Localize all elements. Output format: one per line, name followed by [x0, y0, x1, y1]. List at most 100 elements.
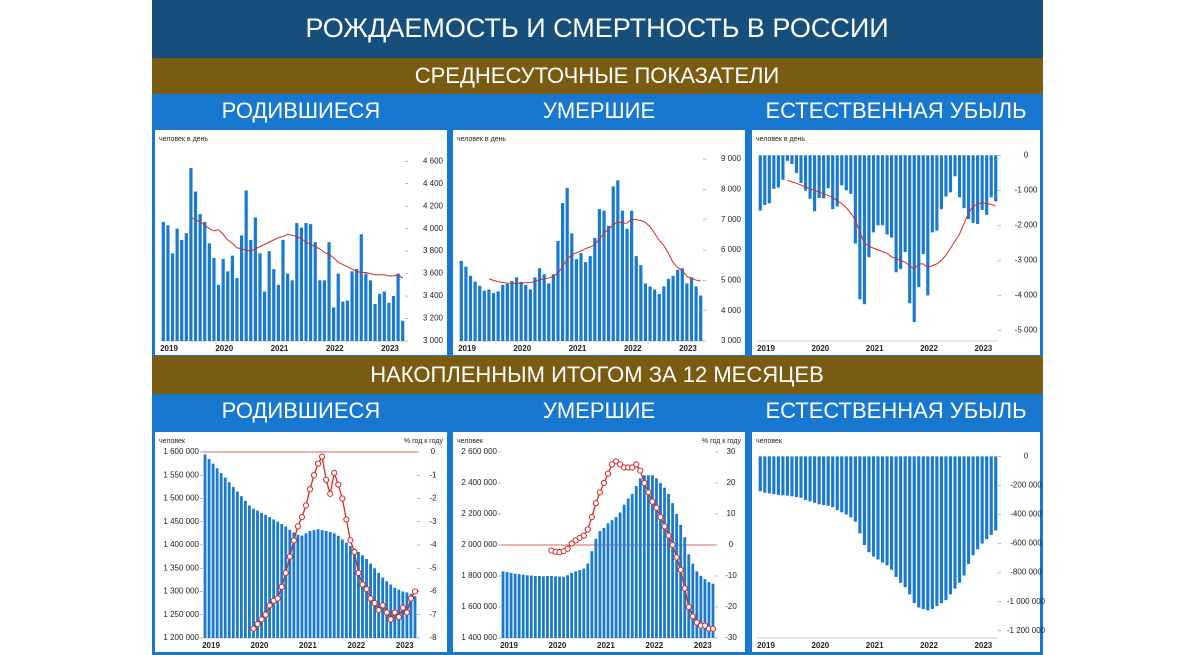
bar — [671, 275, 675, 341]
y2-tick-label: -1 — [429, 470, 437, 479]
marker — [310, 472, 318, 479]
bar — [365, 558, 368, 638]
marker — [584, 526, 591, 533]
bar — [976, 456, 980, 550]
bar — [464, 266, 468, 341]
y-tick-label: 1 250 000 — [163, 610, 199, 619]
x-tick-label: 2021 — [866, 641, 884, 650]
bar — [288, 529, 292, 638]
bar — [505, 284, 509, 341]
bar — [822, 155, 826, 199]
bar — [189, 167, 193, 341]
bar — [226, 271, 230, 341]
bar — [496, 291, 500, 341]
bar — [980, 155, 984, 210]
y-tick-label: 0 — [1024, 150, 1029, 159]
bar — [389, 584, 393, 638]
bar — [648, 286, 652, 341]
bar — [912, 456, 916, 604]
bar — [758, 155, 762, 211]
x-tick-label: 2021 — [299, 641, 317, 650]
bar — [622, 504, 626, 638]
y-tick-label: 1 300 000 — [163, 587, 199, 596]
bar — [459, 260, 463, 341]
bar — [579, 253, 583, 341]
bar — [570, 572, 574, 638]
bar — [912, 155, 916, 323]
bar — [763, 456, 767, 493]
bar — [558, 576, 561, 638]
y-axis-label: человек в день — [457, 136, 506, 143]
bar — [332, 307, 336, 341]
bar — [939, 155, 943, 210]
bar — [985, 155, 989, 215]
marker — [282, 569, 289, 577]
bar — [657, 294, 661, 341]
bar — [638, 478, 642, 638]
bar — [239, 496, 243, 638]
bar — [862, 456, 866, 545]
bar — [785, 155, 790, 161]
bar — [607, 225, 611, 341]
bar — [378, 293, 382, 341]
bar — [249, 239, 253, 341]
bar — [578, 570, 582, 638]
y-tick-label: -5 000 — [1015, 326, 1038, 335]
bar — [844, 155, 848, 191]
marker — [580, 532, 587, 539]
y2-tick-label: -5 — [429, 563, 437, 572]
y-tick-label: 7 000 — [721, 215, 742, 224]
bar — [826, 456, 830, 506]
bar — [890, 155, 894, 238]
x-tick-label: 2023 — [679, 344, 697, 353]
y-tick-label: 1 400 000 — [163, 540, 199, 549]
section-bar — [152, 58, 1043, 94]
bar — [840, 155, 844, 186]
bar — [207, 458, 211, 638]
bar — [835, 456, 839, 511]
y2-tick-label: 20 — [727, 478, 736, 487]
bar — [593, 237, 597, 341]
y-tick-label: 1 600 000 — [163, 447, 199, 456]
marker — [617, 461, 624, 468]
bar — [243, 500, 247, 638]
y-tick-label: 1 600 000 — [461, 602, 497, 611]
bar — [908, 456, 912, 595]
y-tick-label: 4 600 — [423, 156, 444, 165]
marker — [323, 476, 330, 483]
bar — [817, 155, 821, 199]
marker — [266, 602, 273, 609]
bar — [767, 456, 771, 494]
y-tick-label: 1 200 000 — [163, 633, 199, 642]
bar — [687, 554, 691, 638]
y2-axis-label: % год к году — [702, 438, 742, 445]
y-tick-label: 3 800 — [423, 246, 444, 255]
section-title: НАКОПЛЕННЫМ ИТОГОМ ЗА 12 МЕСЯЦЕВ — [370, 362, 824, 387]
marker — [298, 514, 306, 521]
x-tick-label: 2022 — [624, 344, 642, 353]
bar — [264, 514, 267, 638]
marker — [669, 541, 676, 549]
bar — [193, 191, 198, 341]
bar — [962, 456, 966, 576]
bar — [803, 155, 808, 191]
y2-tick-label: -7 — [429, 610, 437, 619]
title-bar — [152, 0, 1043, 58]
y2-tick-label: 0 — [729, 540, 734, 549]
bar — [639, 265, 643, 341]
x-tick-label: 2019 — [757, 344, 775, 353]
bar — [300, 535, 304, 638]
y2-tick-label: -10 — [725, 571, 737, 580]
bar — [667, 493, 670, 638]
bar — [831, 155, 835, 210]
marker — [395, 613, 402, 621]
marker — [588, 514, 595, 521]
bar — [849, 456, 853, 518]
bar — [221, 258, 225, 341]
x-tick-label: 2023 — [974, 344, 992, 353]
marker — [363, 586, 370, 593]
bar — [268, 517, 272, 638]
bar — [387, 302, 391, 341]
bar — [513, 573, 517, 638]
marker — [339, 495, 346, 502]
